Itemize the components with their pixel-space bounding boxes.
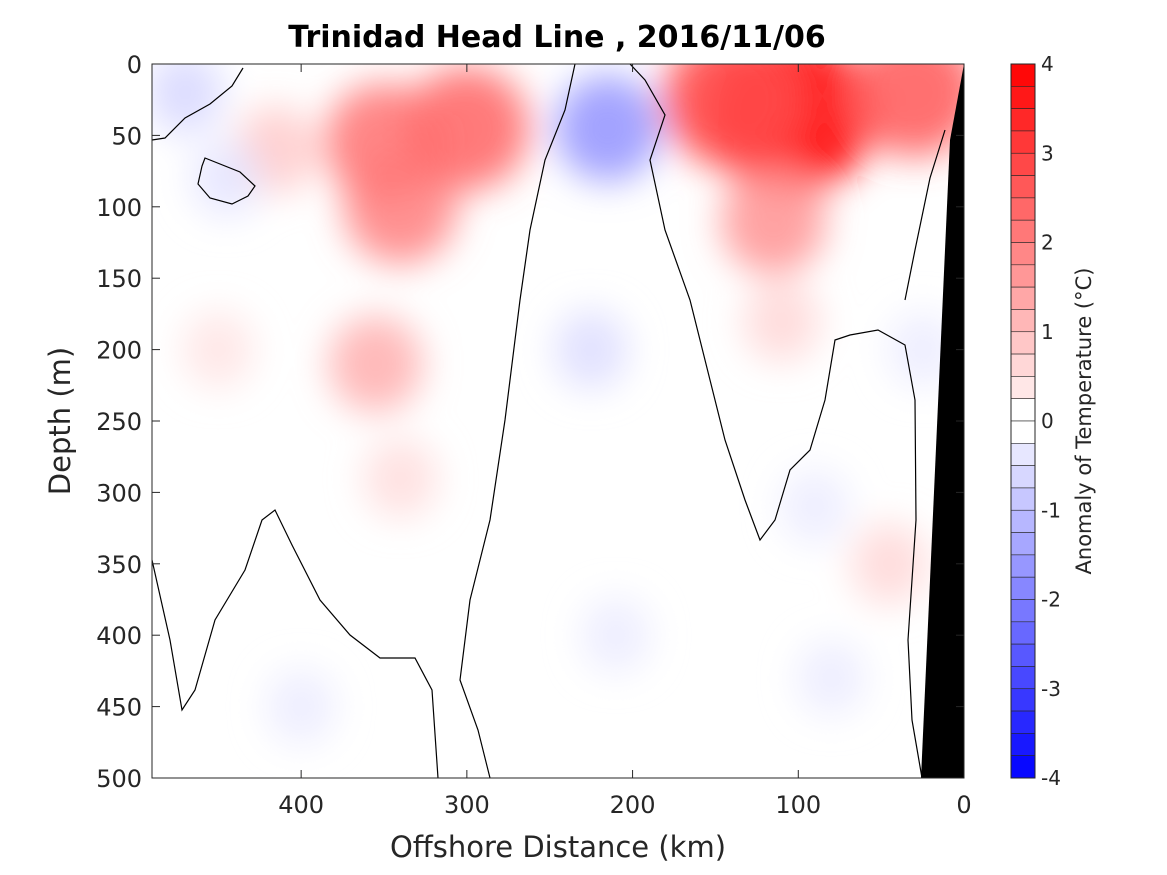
anomaly-field <box>152 64 964 745</box>
y-tick-label: 0 <box>127 51 142 79</box>
colorbar-segment <box>1010 108 1036 132</box>
zero-contour <box>197 157 256 205</box>
colorbar-segment <box>1010 621 1036 645</box>
y-tick-label: 400 <box>96 622 142 650</box>
colorbar-segment <box>1010 509 1036 533</box>
cool-anomaly-region <box>152 64 224 134</box>
colorbar-segment <box>1010 175 1036 199</box>
colorbar-segment <box>1010 286 1036 310</box>
x-tick-label: 300 <box>444 791 490 819</box>
colorbar-segment <box>1010 443 1036 466</box>
colorbar-tick-label: -1 <box>1041 498 1061 522</box>
y-tick-label: 300 <box>96 479 142 507</box>
colorbar-segment <box>1010 264 1036 288</box>
colorbar-segment <box>1010 420 1036 444</box>
colorbar-segment <box>1010 688 1036 712</box>
warm-anomaly-region <box>743 279 821 363</box>
y-tick-label: 100 <box>96 194 142 222</box>
colorbar-segment <box>1010 666 1036 690</box>
x-axis: 400 300 200 100 0 <box>278 64 972 819</box>
x-axis-label: Offshore Distance (km) <box>390 830 726 864</box>
x-tick-label: 0 <box>956 791 971 819</box>
colorbar-tick-label: 0 <box>1041 409 1054 433</box>
colorbar-segment <box>1010 465 1036 489</box>
warm-anomaly-region <box>721 167 826 275</box>
colorbar-tick-label: -3 <box>1041 677 1061 701</box>
warm-anomaly-region <box>182 310 254 389</box>
colorbar-tick-label: 1 <box>1041 320 1054 344</box>
y-tick-label: 150 <box>96 265 142 293</box>
colorbar-segment <box>1010 599 1036 623</box>
cool-anomaly-region <box>554 309 629 390</box>
y-tick-label: 450 <box>96 694 142 722</box>
warm-anomaly-region <box>363 438 438 519</box>
colorbar-segment <box>1010 532 1036 556</box>
x-tick-label: 100 <box>775 791 821 819</box>
colorbar-segment <box>1010 643 1036 667</box>
y-tick-label: 250 <box>96 408 142 436</box>
x-tick-label: 400 <box>278 791 324 819</box>
colorbar-tick-label: 4 <box>1041 52 1054 76</box>
colorbar-tick-label: -4 <box>1041 766 1061 790</box>
zero-contour <box>629 64 923 778</box>
colorbar-tick-label: 3 <box>1041 141 1054 165</box>
y-tick-label: 500 <box>96 765 142 793</box>
cool-anomaly-region <box>190 139 263 218</box>
colorbar-segment <box>1010 755 1036 779</box>
cool-anomaly-region <box>581 597 651 673</box>
colorbar-segment <box>1010 152 1036 176</box>
zero-contour <box>459 64 576 778</box>
colorbar-segment <box>1010 309 1036 333</box>
colorbar-segment <box>1010 331 1036 355</box>
colorbar-segment <box>1010 398 1036 422</box>
colorbar: 4 3 2 1 0 -1 -2 -3 -4 <box>1010 52 1061 790</box>
cool-anomaly-region <box>266 669 336 745</box>
cool-anomaly-region <box>797 640 866 716</box>
colorbar-segment <box>1010 242 1036 266</box>
colorbar-label: Anomaly of Temperature (°C) <box>1072 268 1096 575</box>
colorbar-segment <box>1010 710 1036 734</box>
colorbar-tick-label: -2 <box>1041 588 1061 612</box>
colorbar-segment <box>1010 197 1036 221</box>
colorbar-segment <box>1010 487 1036 511</box>
zero-contour <box>152 509 439 778</box>
warm-anomaly-region <box>404 66 530 190</box>
colorbar-segment <box>1010 130 1036 154</box>
colorbar-segment <box>1010 576 1036 600</box>
warm-anomaly-region <box>849 64 964 157</box>
y-tick-label: 50 <box>111 122 142 150</box>
colorbar-tick-label: 2 <box>1041 231 1054 255</box>
colorbar-segment <box>1010 63 1036 87</box>
y-tick-label: 350 <box>96 551 142 579</box>
plot-area: 400 300 200 100 0 0 50 100 150 200 250 300 350 400 45… <box>96 51 972 819</box>
zero-contour <box>152 67 244 141</box>
colorbar-segment <box>1010 219 1036 243</box>
bathymetry-mask <box>921 64 964 778</box>
y-axis-label: Depth (m) <box>43 347 77 495</box>
zero-contour <box>904 129 946 301</box>
colorbar-segment <box>1010 353 1036 377</box>
colorbar-segment <box>1010 376 1036 399</box>
cool-anomaly-region <box>780 469 850 545</box>
colorbar-segment <box>1010 554 1036 578</box>
colorbar-segment <box>1010 86 1036 109</box>
cool-anomaly-region <box>555 75 661 182</box>
chart-title: Trinidad Head Line , 2016/11/06 <box>288 20 825 55</box>
x-tick-label: 200 <box>610 791 656 819</box>
zero-contours <box>152 64 946 778</box>
warm-anomaly-region <box>851 522 928 605</box>
warm-anomaly-region <box>662 64 802 168</box>
y-tick-label: 200 <box>96 337 142 365</box>
warm-anomaly-region <box>328 315 423 413</box>
y-axis: 0 50 100 150 200 250 300 350 400 450 500 <box>96 51 964 793</box>
colorbar-segment <box>1010 733 1036 756</box>
colorbar-frame <box>1010 63 1036 779</box>
